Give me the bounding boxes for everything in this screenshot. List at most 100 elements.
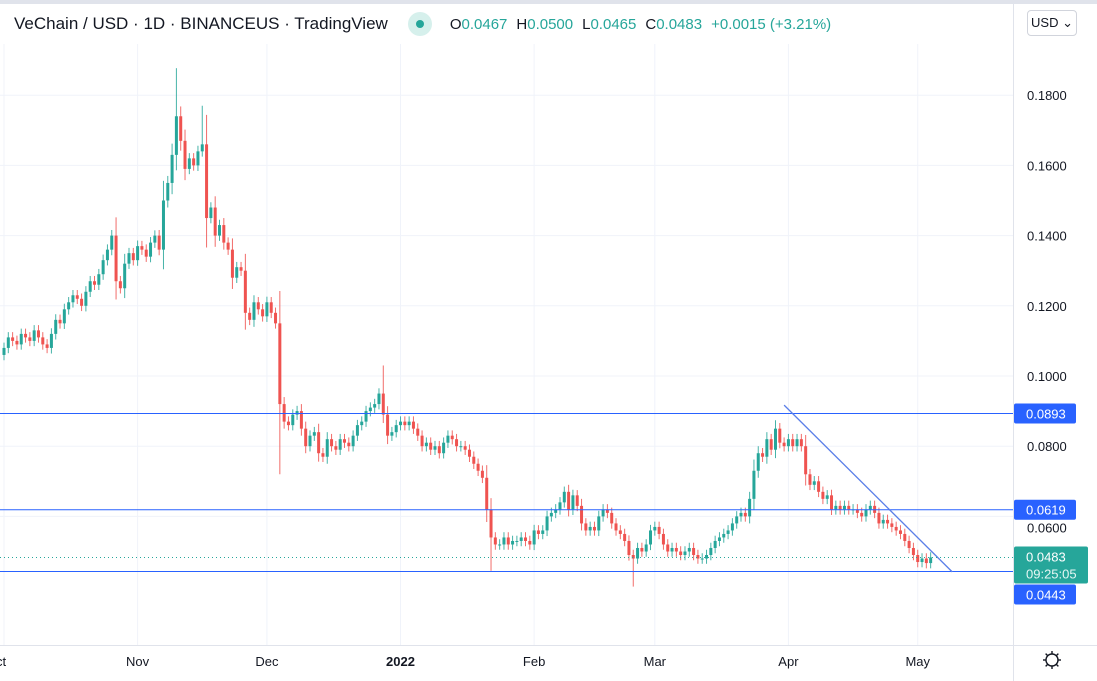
candle-body	[653, 526, 657, 531]
candle-body	[248, 312, 252, 320]
candle-body	[640, 547, 644, 552]
candle-body	[6, 337, 10, 348]
candle-body	[442, 442, 446, 454]
candle-body	[877, 512, 881, 524]
candle-body	[45, 344, 49, 348]
candle-body	[657, 526, 661, 534]
ohlc-values: O0.0467 H0.0500 L0.0465 C0.0483 +0.0015 …	[449, 15, 832, 33]
candle-body	[765, 439, 769, 457]
close-value: 0.0483	[656, 15, 703, 33]
high-value: 0.0500	[527, 15, 574, 33]
candle-body	[140, 246, 144, 250]
candle-body	[84, 291, 88, 306]
candle-body	[19, 333, 23, 345]
candle-body	[325, 439, 329, 457]
candle-body	[467, 449, 471, 457]
candle-body	[226, 242, 230, 250]
price-tick-label: 0.1200	[1027, 299, 1067, 314]
level-price-label-bg	[1014, 584, 1076, 605]
candle-body	[696, 555, 700, 559]
candle-body	[416, 428, 420, 436]
candle-body	[683, 551, 687, 556]
candle-body	[36, 330, 40, 338]
candle-body	[157, 235, 161, 250]
candle-body	[860, 512, 864, 517]
candle-body	[317, 432, 321, 454]
candle-body	[597, 516, 601, 531]
price-tick-label: 0.1800	[1027, 88, 1067, 103]
candle-body	[58, 319, 62, 324]
candle-body	[730, 523, 734, 531]
candle-body	[713, 540, 717, 548]
candle-body	[62, 309, 66, 324]
candle-body	[161, 200, 165, 250]
symbol-title[interactable]: VeChain / USD · 1D · BINANCEUS · Trading…	[14, 14, 388, 33]
candle-body	[786, 439, 790, 447]
candle-body	[114, 235, 118, 282]
candle-body	[420, 435, 424, 447]
candle-body	[429, 442, 433, 450]
candle-body	[291, 414, 295, 426]
candle-body	[222, 225, 226, 243]
candle-body	[131, 253, 135, 261]
candle-body	[886, 519, 890, 524]
candle-body	[894, 526, 898, 531]
candle-body	[575, 495, 579, 506]
candle-body	[838, 505, 842, 510]
candle-body	[373, 404, 377, 408]
candle-body	[627, 540, 631, 556]
candle-body	[480, 470, 484, 478]
candle-body	[110, 235, 114, 250]
candle-body	[584, 523, 588, 531]
candle-body	[903, 533, 907, 541]
trendline	[783, 404, 953, 573]
candle-body	[321, 453, 325, 457]
candle-body	[541, 530, 545, 534]
candle-body	[795, 439, 799, 447]
candle-body	[847, 505, 851, 510]
candle-body	[200, 144, 204, 152]
candle-body	[149, 242, 153, 257]
candle-body	[709, 547, 713, 556]
candle-body	[196, 151, 200, 166]
candle-body	[511, 540, 515, 545]
candle-body	[717, 537, 721, 541]
candle-body	[864, 509, 868, 517]
candle-body	[67, 302, 71, 310]
candle-body	[299, 411, 303, 429]
candle-body	[174, 116, 178, 155]
candle-body	[459, 446, 463, 448]
candle-body	[136, 246, 140, 261]
candle-body	[205, 144, 209, 219]
low-value: 0.0465	[590, 15, 637, 33]
candle-body	[394, 425, 398, 433]
candle-body	[804, 446, 808, 475]
settings-gear-icon[interactable]	[1043, 651, 1061, 669]
candle-body	[812, 481, 816, 485]
candle-body	[558, 502, 562, 510]
candle-body	[342, 439, 346, 443]
candle-body	[282, 404, 286, 422]
candle-body	[661, 533, 665, 545]
currency-button[interactable]: USD ⌄	[1027, 10, 1077, 36]
candle-body	[118, 281, 122, 289]
candle-body	[601, 509, 605, 517]
candle-body	[705, 555, 709, 559]
candle-body	[261, 309, 265, 317]
candle-body	[360, 421, 364, 426]
bar-countdown-label: 09:25:05	[1026, 566, 1077, 581]
candle-body	[330, 439, 334, 447]
candle-body	[773, 428, 777, 450]
candle-body	[24, 333, 28, 338]
candle-body	[898, 530, 902, 534]
candle-body	[614, 523, 618, 531]
time-tick-label: Feb	[523, 654, 545, 669]
candle-body	[562, 491, 566, 503]
candle-body	[799, 439, 803, 447]
candle-body	[256, 302, 260, 310]
candle-body	[312, 432, 316, 436]
candle-body	[463, 446, 467, 450]
candle-body	[368, 407, 372, 412]
open-value: 0.0467	[461, 15, 508, 33]
